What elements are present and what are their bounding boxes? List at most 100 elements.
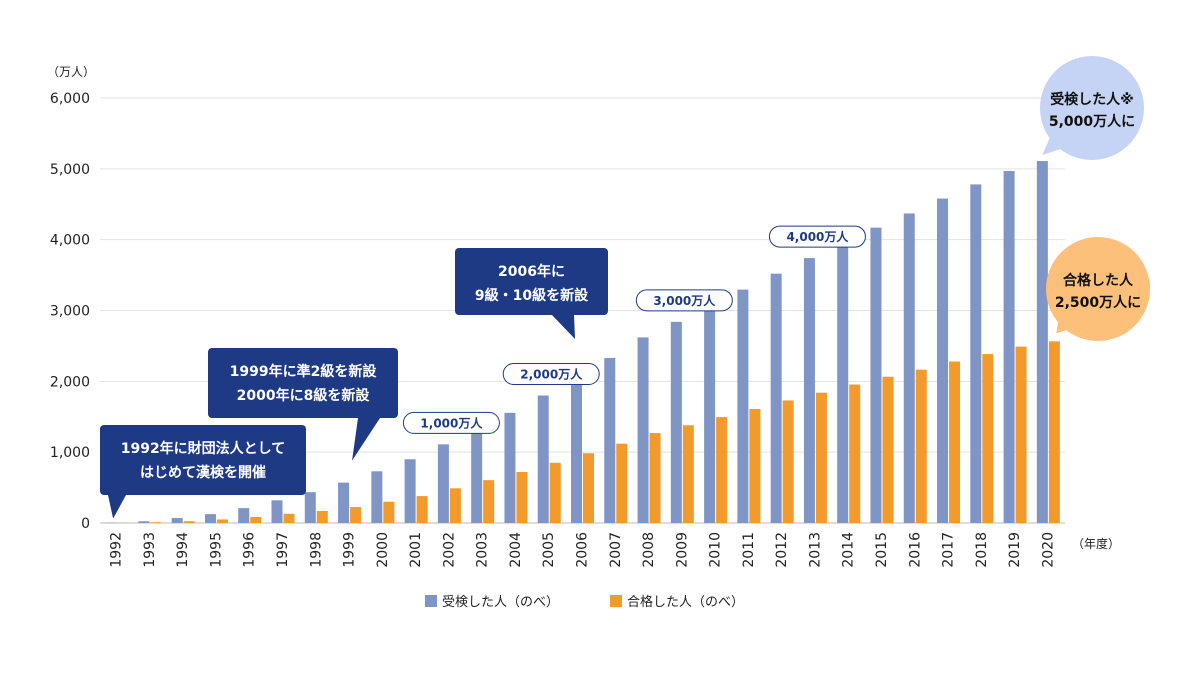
x-tick-label: 2002 xyxy=(441,532,457,568)
bubble-text: 2,500万人に xyxy=(1055,294,1141,311)
y-tick-label: 4,000 xyxy=(50,233,90,249)
milestone-pill xyxy=(402,411,500,434)
callout-text: 2006年に xyxy=(498,263,565,280)
bar-passers xyxy=(216,519,228,523)
x-tick-label: 2010 xyxy=(708,532,724,568)
x-tick-label: 2018 xyxy=(974,532,990,568)
bar-passers xyxy=(516,472,528,523)
bar-examinees xyxy=(737,289,749,523)
y-tick-label: 5,000 xyxy=(50,162,90,178)
milestone-label: 1,000万人 xyxy=(420,415,483,430)
x-tick-label: 2016 xyxy=(907,532,923,568)
milestone-label: 3,000万人 xyxy=(653,293,716,308)
x-tick-label: 2017 xyxy=(941,532,957,568)
bubble-text: 合格した人 xyxy=(1063,272,1134,289)
x-tick-label: 2012 xyxy=(774,532,790,568)
x-tick-label: 2011 xyxy=(741,532,757,568)
callout-box xyxy=(208,348,398,418)
bar-passers xyxy=(583,453,594,523)
x-tick-label: 1996 xyxy=(242,532,258,568)
bar-examinees xyxy=(704,305,716,523)
x-tick-label: 2015 xyxy=(874,532,890,568)
x-tick-label: 2005 xyxy=(541,532,557,568)
callout-text: 1992年に財団法人として xyxy=(121,440,286,457)
bar-passers xyxy=(250,516,262,523)
x-tick-label: 2008 xyxy=(641,532,657,568)
bar-passers xyxy=(150,522,162,523)
x-tick-label: 2000 xyxy=(375,532,391,568)
y-unit-label: （万人） xyxy=(47,65,95,79)
bar-examinees xyxy=(837,242,849,523)
bar-examinees xyxy=(870,227,882,523)
bubble xyxy=(1040,56,1144,160)
callout-box xyxy=(100,425,306,495)
y-tick-label: 3,000 xyxy=(50,304,90,320)
milestone-pill xyxy=(635,289,733,312)
callout-text: はじめて漢検を開催 xyxy=(140,464,266,481)
bar-examinees xyxy=(1003,170,1015,524)
callout-text: 2000年に8級を新設 xyxy=(237,387,371,404)
bar-examinees xyxy=(504,412,516,523)
bar-examinees xyxy=(171,518,183,523)
x-tick-label: 1998 xyxy=(308,532,324,568)
bar-passers xyxy=(350,507,362,523)
callout-text: 9級・10級を新設 xyxy=(475,287,589,304)
y-tick-label: 2,000 xyxy=(50,374,90,390)
bar-passers xyxy=(749,408,761,523)
milestone-label: 4,000万人 xyxy=(786,229,849,244)
bar-passers xyxy=(316,510,328,523)
bar-passers xyxy=(716,417,728,523)
bar-examinees xyxy=(138,521,150,523)
bar-examinees xyxy=(637,337,649,523)
bar-examinees xyxy=(571,377,582,523)
bar-passers xyxy=(383,501,395,523)
bar-passers xyxy=(483,480,495,523)
bar-passers xyxy=(782,400,794,523)
milestone-pill xyxy=(502,363,600,385)
x-tick-label: 2003 xyxy=(475,532,491,568)
x-tick-label: 1995 xyxy=(208,532,224,568)
bar-examinees xyxy=(204,514,216,523)
bar-examinees xyxy=(670,321,682,523)
x-tick-label: 2007 xyxy=(608,532,624,568)
bar-examinees xyxy=(271,500,283,523)
x-tick-label: 2006 xyxy=(575,532,591,568)
bubble xyxy=(1046,237,1150,341)
bar-passers xyxy=(1015,346,1027,523)
milestone-pill xyxy=(768,225,866,248)
callout-text: 1999年に準2級を新設 xyxy=(230,363,378,380)
bar-examinees xyxy=(471,428,483,523)
bubble-text: 受検した人※ xyxy=(1050,91,1134,108)
bar-passers xyxy=(649,433,661,523)
bar-examinees xyxy=(604,357,616,523)
x-tick-label: 2001 xyxy=(408,532,424,568)
bar-passers xyxy=(1048,341,1060,523)
bar-examinees xyxy=(970,184,982,523)
bar-passers xyxy=(982,354,994,523)
x-tick-label: 2009 xyxy=(674,532,690,568)
bubble-text: 5,000万人に xyxy=(1049,113,1135,130)
x-tick-label: 2013 xyxy=(807,532,823,568)
legend-swatch xyxy=(610,595,622,607)
bar-passers xyxy=(549,462,561,523)
bar-examinees xyxy=(304,492,316,523)
x-tick-label: 1993 xyxy=(142,532,158,568)
bar-examinees xyxy=(770,273,782,523)
bar-examinees xyxy=(238,508,250,523)
bar-examinees xyxy=(1036,161,1048,523)
legend-swatch xyxy=(425,595,437,607)
callout-tail xyxy=(108,495,126,519)
callout-tail xyxy=(352,418,380,461)
callout-tail xyxy=(552,315,575,339)
x-tick-label: 2004 xyxy=(508,532,524,568)
x-tick-label: 2014 xyxy=(841,532,857,568)
bar-passers xyxy=(682,425,694,523)
bar-examinees xyxy=(903,213,915,524)
bar-passers xyxy=(882,376,894,523)
milestone-label: 2,000万人 xyxy=(520,367,583,382)
x-tick-label: 1997 xyxy=(275,532,291,568)
bar-passers xyxy=(449,488,461,523)
bar-examinees xyxy=(437,444,449,523)
